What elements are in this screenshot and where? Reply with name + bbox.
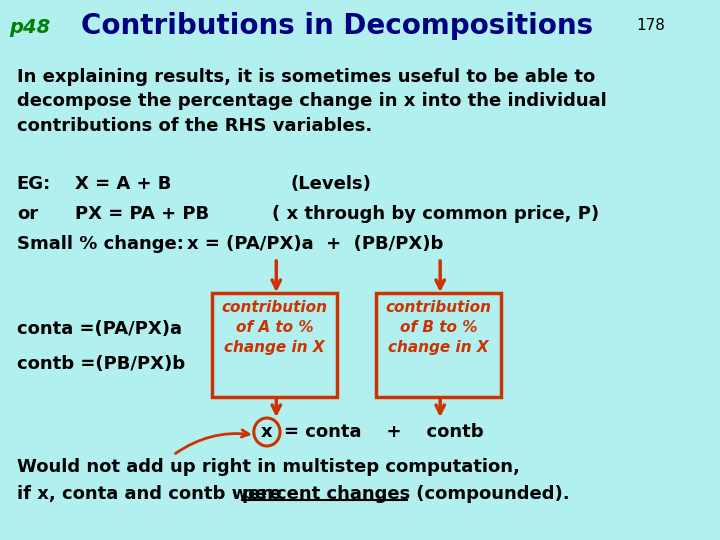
Text: p48: p48 — [9, 18, 50, 37]
Text: x = (PA/PX)a  +  (PB/PX)b: x = (PA/PX)a + (PB/PX)b — [187, 235, 444, 253]
Text: = conta    +    contb: = conta + contb — [284, 423, 483, 441]
Text: contribution
of A to %
change in X: contribution of A to % change in X — [222, 300, 328, 355]
Text: 178: 178 — [636, 18, 665, 33]
Text: EG:: EG: — [17, 175, 51, 193]
Text: Contributions in Decompositions: Contributions in Decompositions — [81, 12, 593, 40]
Text: contribution
of B to %
change in X: contribution of B to % change in X — [385, 300, 491, 355]
Text: ( x through by common price, P): ( x through by common price, P) — [271, 205, 599, 223]
Text: conta =(PA/PX)a: conta =(PA/PX)a — [17, 320, 182, 338]
Text: Would not add up right in multistep computation,: Would not add up right in multistep comp… — [17, 458, 520, 476]
Text: x: x — [261, 423, 273, 441]
Text: (compounded).: (compounded). — [410, 485, 570, 503]
Text: percent changes: percent changes — [242, 485, 410, 503]
Text: PX = PA + PB: PX = PA + PB — [75, 205, 209, 223]
Text: if x, conta and contb were: if x, conta and contb were — [17, 485, 288, 503]
Text: In explaining results, it is sometimes useful to be able to
decompose the percen: In explaining results, it is sometimes u… — [17, 68, 607, 134]
Text: Small % change:: Small % change: — [17, 235, 184, 253]
Text: (Levels): (Levels) — [290, 175, 372, 193]
Text: or: or — [17, 205, 38, 223]
Text: contb =(PB/PX)b: contb =(PB/PX)b — [17, 355, 185, 373]
FancyBboxPatch shape — [212, 293, 337, 397]
FancyBboxPatch shape — [376, 293, 501, 397]
Text: X = A + B: X = A + B — [75, 175, 171, 193]
